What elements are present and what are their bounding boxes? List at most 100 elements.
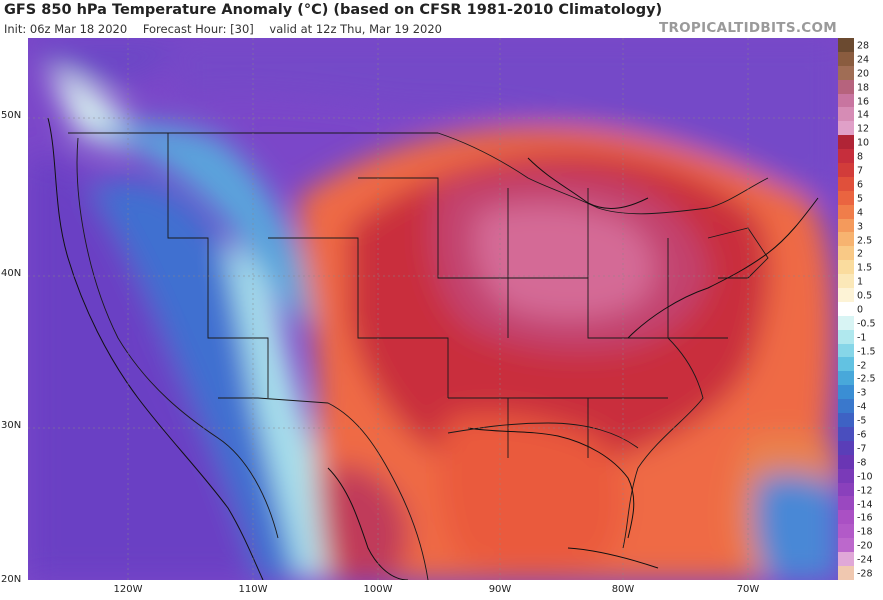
colorbar-label: 6 (857, 179, 864, 191)
colorbar-swatch (838, 440, 854, 455)
anomaly-map (28, 38, 838, 580)
colorbar-swatch (838, 551, 854, 566)
colorbar-label: -14 (857, 499, 873, 511)
lon-label: 100W (363, 584, 393, 595)
colorbar-swatch (838, 510, 854, 525)
colorbar-swatch (838, 218, 854, 233)
lat-label: 20N (1, 574, 22, 585)
site-brand: TROPICALTIDBITS.COM (658, 20, 837, 36)
map-title: GFS 850 hPa Temperature Anomaly (°C) (ba… (4, 2, 663, 18)
colorbar-swatch (838, 399, 854, 414)
init-time: Init: 06z Mar 18 2020 (4, 22, 128, 36)
colorbar-label: 10 (857, 137, 870, 149)
colorbar-labels: 28 24 20 18 16 14 12 10 8 7 6 5 4 3 2.5 2 1.5 1 0.5 0 -0.5 -1… (857, 38, 883, 580)
colorbar-swatch (838, 107, 854, 122)
colorbar-label: 16 (857, 96, 870, 108)
valid-time: valid at 12z Thu, Mar 19 2020 (269, 22, 442, 36)
forecast-hour: Forecast Hour: [30] (142, 22, 254, 36)
lat-label: 30N (1, 420, 22, 431)
colorbar-swatch (838, 121, 854, 136)
colorbar-label: 18 (857, 82, 870, 94)
colorbar-swatch (838, 343, 854, 358)
colorbar-swatch (838, 371, 854, 386)
colorbar (838, 38, 854, 580)
colorbar-swatch (838, 565, 854, 580)
colorbar-swatch (838, 65, 854, 80)
lon-label: 90W (488, 584, 512, 595)
colorbar-label: -3 (857, 387, 867, 399)
colorbar-label: 7 (857, 165, 864, 177)
lon-label: 70W (736, 584, 760, 595)
coastlines (47, 117, 819, 580)
colorbar-label: -1 (857, 332, 867, 344)
colorbar-label: -7 (857, 443, 867, 455)
colorbar-label: -8 (857, 457, 867, 469)
colorbar-swatch (838, 190, 854, 205)
colorbar-swatch (838, 329, 854, 344)
colorbar-swatch (838, 385, 854, 400)
colorbar-swatch (838, 496, 854, 511)
colorbar-label: -24 (857, 554, 873, 566)
colorbar-label: 14 (857, 109, 870, 121)
colorbar-label: 8 (857, 151, 864, 163)
colorbar-label: -2.5 (857, 373, 876, 385)
colorbar-swatch (838, 38, 854, 52)
colorbar-label: -6 (857, 429, 867, 441)
colorbar-swatch (838, 315, 854, 330)
colorbar-label: -4 (857, 401, 867, 413)
colorbar-swatch (838, 413, 854, 427)
colorbar-swatch (838, 288, 854, 302)
colorbar-label: -10 (857, 471, 873, 483)
colorbar-label: 0 (857, 304, 864, 316)
colorbar-swatch (838, 246, 854, 261)
anomaly-field (28, 38, 838, 580)
colorbar-swatch (838, 426, 854, 441)
political-borders (68, 132, 769, 580)
colorbar-label: 28 (857, 40, 870, 52)
colorbar-label: 12 (857, 123, 870, 135)
colorbar-label: 20 (857, 68, 870, 80)
colorbar-swatch (838, 524, 854, 539)
colorbar-label: 0.5 (857, 290, 873, 302)
colorbar-swatch (838, 204, 854, 219)
lon-label: 120W (113, 584, 143, 595)
colorbar-label: -5 (857, 415, 867, 427)
colorbar-swatch (838, 260, 854, 275)
colorbar-label: -2 (857, 360, 867, 372)
colorbar-label: -16 (857, 512, 873, 524)
colorbar-label: 2 (857, 248, 864, 260)
colorbar-label: 24 (857, 54, 870, 66)
graticule (28, 38, 838, 580)
colorbar-swatch (838, 301, 854, 316)
colorbar-label: -18 (857, 526, 873, 538)
colorbar-swatch (838, 274, 854, 289)
map-svg (28, 38, 838, 580)
colorbar-swatch (838, 454, 854, 469)
colorbar-label: -28 (857, 568, 873, 580)
colorbar-swatch (838, 163, 854, 177)
map-subtitle: Init: 06z Mar 18 2020 Forecast Hour: [30… (4, 22, 454, 36)
colorbar-swatch (838, 538, 854, 552)
colorbar-swatch (838, 149, 854, 164)
colorbar-label: -20 (857, 540, 873, 552)
colorbar-swatch (838, 93, 854, 108)
colorbar-label: 1 (857, 276, 864, 288)
colorbar-label: 4 (857, 207, 864, 219)
colorbar-label: -1.5 (857, 346, 876, 358)
colorbar-swatch (838, 357, 854, 372)
colorbar-label: 1.5 (857, 262, 873, 274)
colorbar-swatch (838, 79, 854, 94)
colorbar-label: -12 (857, 485, 873, 497)
colorbar-swatch (838, 232, 854, 247)
lat-label: 50N (1, 110, 22, 121)
lon-label: 80W (611, 584, 635, 595)
colorbar-swatch (838, 468, 854, 483)
colorbar-swatch (838, 135, 854, 150)
colorbar-label: 5 (857, 193, 864, 205)
lon-label: 110W (238, 584, 268, 595)
colorbar-label: 3 (857, 221, 864, 233)
colorbar-label: -0.5 (857, 318, 876, 330)
colorbar-swatch (838, 482, 854, 497)
lat-label: 40N (1, 268, 22, 279)
colorbar-label: 2.5 (857, 235, 873, 247)
